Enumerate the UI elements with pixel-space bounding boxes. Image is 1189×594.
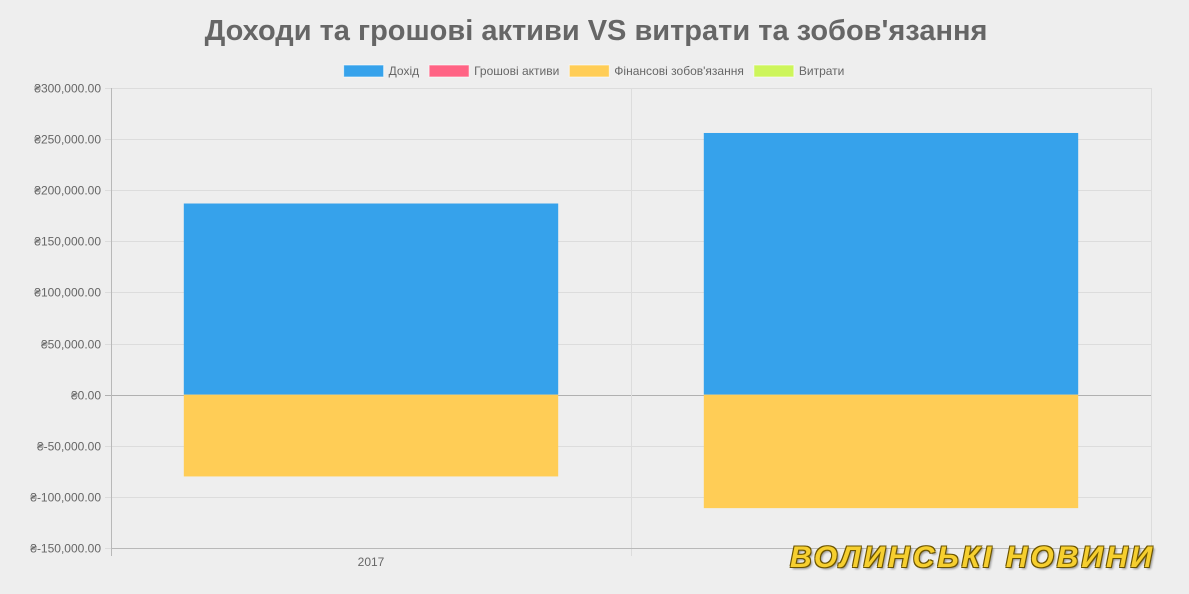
legend-swatch xyxy=(753,64,795,78)
legend-item[interactable]: Фінансові зобов'язання xyxy=(568,64,744,78)
watermark-logo: ВОЛИНСЬКІ НОВИНИ xyxy=(790,541,1156,574)
chart-title: Доходи та грошові активи VS витрати та з… xyxy=(205,15,988,47)
y-tick-label: ₴50,000.00 xyxy=(41,338,101,352)
bars xyxy=(183,132,1079,509)
legend: Дохід Грошові активи Фінансові зобов'язанн… xyxy=(343,64,845,78)
axes: ₴300,000.00 ₴250,000.00 ₴200,000.00 ₴150,00… xyxy=(30,82,384,570)
legend-swatch xyxy=(428,64,470,78)
legend-item[interactable]: Витрати xyxy=(753,64,845,78)
legend-item[interactable]: Дохід xyxy=(343,64,419,78)
y-tick-label: ₴300,000.00 xyxy=(34,82,101,96)
y-tick-label: ₴-50,000.00 xyxy=(37,440,101,454)
legend-label: Витрати xyxy=(799,64,845,78)
y-tick-label: ₴-150,000.00 xyxy=(30,542,101,556)
y-tick-label: ₴100,000.00 xyxy=(34,286,101,300)
legend-label: Фінансові зобов'язання xyxy=(614,64,744,78)
x-tick-label: 2017 xyxy=(358,555,385,569)
y-tick-label: ₴250,000.00 xyxy=(34,133,101,147)
bar[interactable] xyxy=(703,394,1079,509)
y-tick-label: ₴0.00 xyxy=(71,389,101,403)
bar[interactable] xyxy=(183,394,559,477)
legend-item[interactable]: Грошові активи xyxy=(428,64,559,78)
bar[interactable] xyxy=(183,203,559,395)
legend-swatch xyxy=(343,64,385,78)
y-tick-label: ₴150,000.00 xyxy=(34,235,101,249)
legend-swatch xyxy=(568,64,610,78)
legend-label: Дохід xyxy=(389,64,419,78)
legend-label: Грошові активи xyxy=(474,64,559,78)
y-tick-label: ₴200,000.00 xyxy=(34,184,101,198)
y-tick-label: ₴-100,000.00 xyxy=(30,491,101,505)
bar[interactable] xyxy=(703,132,1079,395)
